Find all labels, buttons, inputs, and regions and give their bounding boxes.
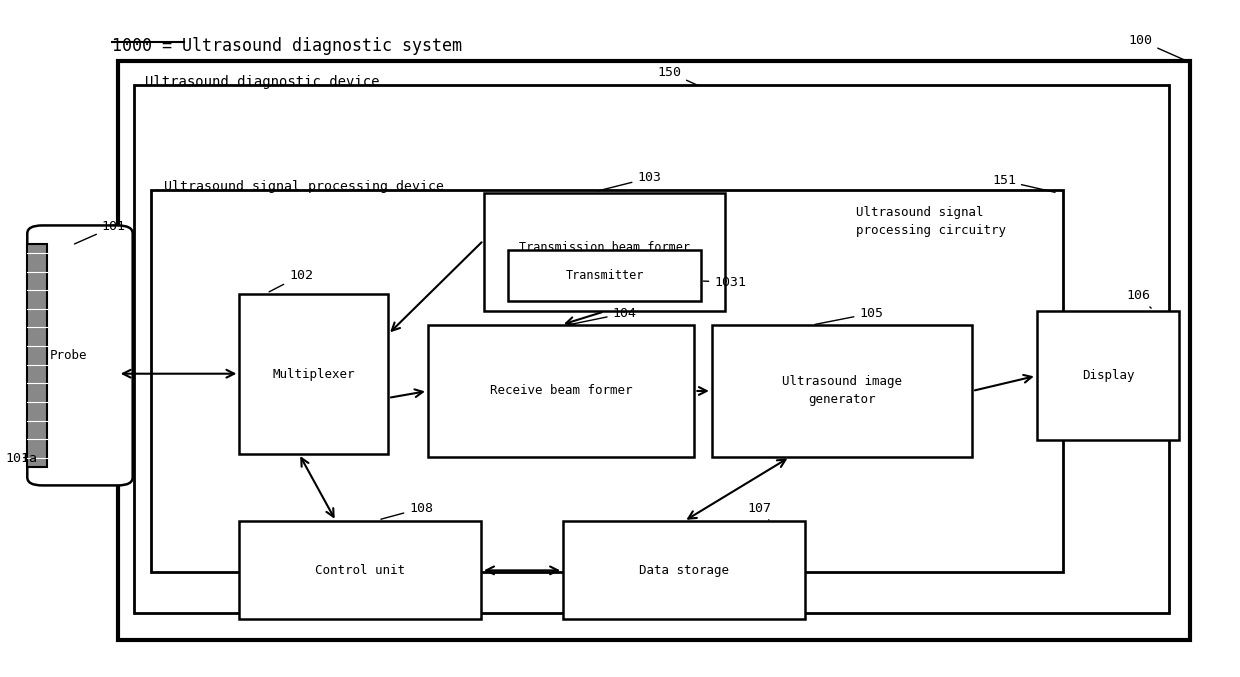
Text: Receive beam former: Receive beam former xyxy=(490,385,632,397)
Text: Ultrasound diagnostic device: Ultrasound diagnostic device xyxy=(145,75,379,89)
Text: Ultrasound signal processing device: Ultrasound signal processing device xyxy=(164,180,444,193)
Text: Data storage: Data storage xyxy=(639,564,729,577)
Text: 104: 104 xyxy=(570,307,636,324)
Bar xyxy=(239,521,481,619)
Text: Control unit: Control unit xyxy=(315,564,405,577)
Bar xyxy=(27,244,47,467)
Text: 100: 100 xyxy=(1128,34,1184,60)
Text: 1000 = Ultrasound diagnostic system: 1000 = Ultrasound diagnostic system xyxy=(112,37,461,56)
Bar xyxy=(134,85,1169,613)
Text: 101a: 101a xyxy=(5,452,37,464)
Text: 103: 103 xyxy=(598,171,661,191)
Text: 108: 108 xyxy=(381,502,433,519)
Text: Ultrasound signal
processing circuitry: Ultrasound signal processing circuitry xyxy=(856,206,1006,238)
Bar xyxy=(118,61,1190,640)
Text: 101: 101 xyxy=(74,220,125,244)
Text: Multiplexer: Multiplexer xyxy=(273,368,355,380)
Bar xyxy=(428,325,694,457)
Bar xyxy=(1037,311,1179,440)
Text: 107: 107 xyxy=(748,502,771,520)
Bar xyxy=(508,250,701,301)
Bar xyxy=(563,521,805,619)
Text: 150: 150 xyxy=(657,66,698,85)
Text: Probe: Probe xyxy=(50,349,87,362)
Bar xyxy=(712,325,972,457)
Text: Display: Display xyxy=(1081,369,1135,383)
Text: 102: 102 xyxy=(269,269,312,292)
Bar xyxy=(239,294,388,454)
Text: 105: 105 xyxy=(815,307,883,324)
Text: Ultrasound image
generator: Ultrasound image generator xyxy=(782,376,901,406)
Text: 106: 106 xyxy=(1126,289,1151,308)
Text: Transmitter: Transmitter xyxy=(565,269,644,282)
FancyBboxPatch shape xyxy=(27,225,133,485)
Text: 151: 151 xyxy=(992,174,1055,192)
Bar xyxy=(484,193,725,311)
Text: 1031: 1031 xyxy=(703,276,746,288)
Text: Transmission beam former: Transmission beam former xyxy=(520,240,689,254)
Bar xyxy=(151,190,1063,572)
